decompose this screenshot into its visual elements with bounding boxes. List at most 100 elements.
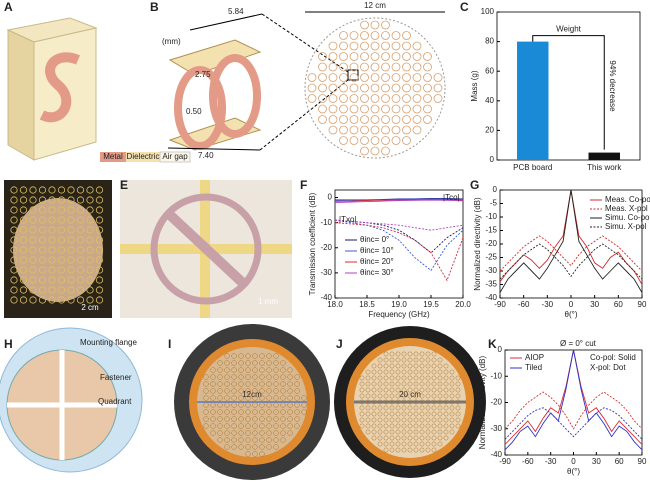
unit-cell xyxy=(431,435,437,441)
unit-cell xyxy=(431,423,437,429)
panel-i: 12cm xyxy=(174,324,330,480)
unit-cell xyxy=(266,395,272,401)
unit-cell xyxy=(365,411,371,417)
y-tick-label: -20 xyxy=(320,243,332,252)
unit-cell xyxy=(266,374,272,380)
x-tick-label: 18.5 xyxy=(359,300,375,309)
unit-cell xyxy=(431,351,437,357)
unit-cell xyxy=(401,393,407,399)
unit-cell xyxy=(318,104,327,114)
unit-cell xyxy=(57,226,66,234)
unit-cell xyxy=(425,381,431,387)
unit-cell xyxy=(407,387,413,393)
panel-a xyxy=(6,17,98,161)
y-tick-label: -30 xyxy=(485,266,497,275)
unit-cell xyxy=(383,375,389,381)
unit-cell xyxy=(391,94,401,103)
unit-cell xyxy=(273,381,279,387)
unit-cell xyxy=(266,402,272,408)
unit-cell xyxy=(231,416,237,422)
unit-cell xyxy=(389,405,395,411)
unit-cell xyxy=(10,236,18,244)
annotation-arrow xyxy=(532,35,605,150)
unit-cell xyxy=(371,375,377,381)
unit-cell xyxy=(76,216,85,224)
unit-cell xyxy=(359,381,365,387)
unit-cell xyxy=(425,369,431,375)
legend-label: θinc= 0° xyxy=(360,235,389,244)
unit-cell xyxy=(339,62,348,72)
unit-cell xyxy=(443,381,449,387)
unit-cell xyxy=(328,125,338,135)
unit-cell xyxy=(395,351,401,357)
unit-cell xyxy=(318,115,327,124)
unit-cell xyxy=(383,417,389,423)
unit-cell xyxy=(407,441,413,447)
unit-cell xyxy=(437,387,443,393)
unit-cell xyxy=(443,375,449,381)
unit-cell xyxy=(217,409,223,415)
unit-cell xyxy=(402,104,411,114)
unit-cell xyxy=(266,430,272,436)
unit-cell xyxy=(395,405,401,411)
unit-cell xyxy=(381,83,390,93)
unit-cell xyxy=(391,125,401,135)
unit-cell xyxy=(401,399,407,405)
unit-cell xyxy=(412,115,422,124)
unit-cell xyxy=(280,430,286,436)
unit-cell xyxy=(370,62,380,72)
unit-cell xyxy=(443,435,449,441)
unit-cell xyxy=(443,411,449,417)
unit-cell xyxy=(381,62,390,72)
unit-cell xyxy=(371,399,377,405)
unit-cell xyxy=(407,435,413,441)
unit-cell xyxy=(76,246,85,254)
unit-cell xyxy=(360,83,369,93)
unit-cell xyxy=(413,441,419,447)
unit-cell xyxy=(245,381,251,387)
x-tick-label: This work xyxy=(587,163,622,172)
unit-cell xyxy=(57,246,66,254)
unit-cell xyxy=(224,353,230,359)
unit-cell xyxy=(245,395,251,401)
unit-cell xyxy=(389,423,395,429)
unit-cell xyxy=(273,444,279,450)
unit-cell xyxy=(224,409,230,415)
x-tick-label: -60 xyxy=(522,457,534,466)
unit-cell xyxy=(423,52,432,61)
x-tick-label: -60 xyxy=(518,300,530,309)
y-tick-label: -40 xyxy=(485,293,497,302)
series-line xyxy=(499,235,643,272)
unit-cell xyxy=(402,94,411,103)
x-tick-label: PCB board xyxy=(513,163,552,172)
unit-cell xyxy=(238,388,244,394)
unit-cell xyxy=(231,381,237,387)
unit-cell xyxy=(38,236,47,244)
unit-cell xyxy=(395,387,401,393)
unit-cell xyxy=(419,429,425,435)
unit-cell xyxy=(413,435,419,441)
series-line xyxy=(504,349,643,451)
unit-cell xyxy=(38,206,47,214)
unit-cell xyxy=(433,73,443,82)
unit-cell xyxy=(224,444,230,450)
unit-cell xyxy=(252,430,258,436)
unit-cell xyxy=(48,256,56,264)
unit-cell xyxy=(401,435,407,441)
unit-cell xyxy=(48,206,56,214)
unit-cell xyxy=(389,429,395,435)
unit-cell xyxy=(86,256,94,264)
unit-cell xyxy=(57,256,66,264)
unit-cell xyxy=(449,405,455,411)
unit-cell xyxy=(57,206,66,214)
x-tick-label: 90 xyxy=(638,300,647,309)
unit-cell xyxy=(339,73,348,82)
unit-cell xyxy=(29,256,37,264)
unit-cell xyxy=(252,353,258,359)
y-tick-label: -30 xyxy=(490,424,502,433)
unit-cell xyxy=(383,387,389,393)
unit-cell xyxy=(455,417,461,423)
unit-cell xyxy=(259,374,265,380)
unit-cell xyxy=(57,196,66,204)
unit-cell xyxy=(38,226,47,234)
